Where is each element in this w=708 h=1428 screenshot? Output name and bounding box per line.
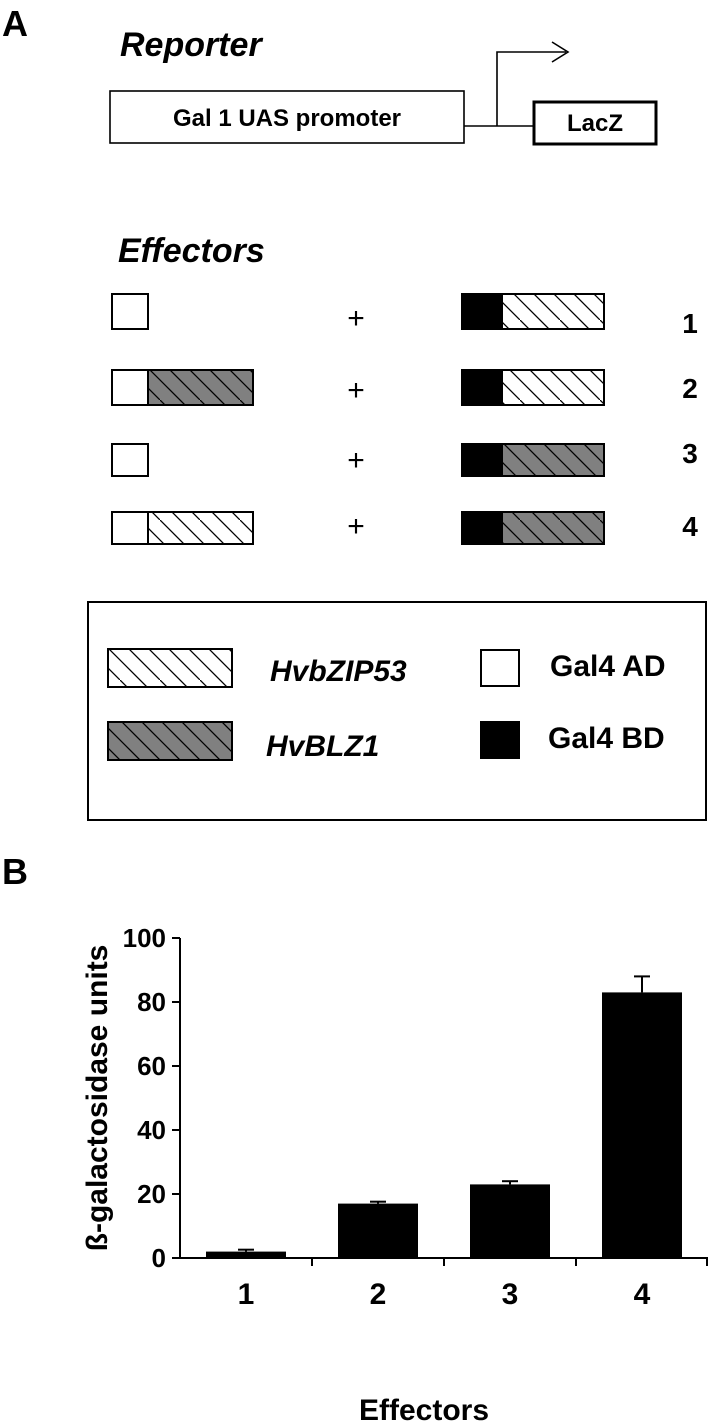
y-axis-label: ß-galactosidase units <box>81 945 114 1252</box>
transcription-start-arrow <box>496 51 566 126</box>
effector-row-4: + 4 <box>111 510 698 545</box>
plus-sign: + <box>347 374 365 407</box>
hvbzip53-segment <box>147 511 254 545</box>
bd-box <box>461 369 503 406</box>
effectors-heading: Effectors <box>118 232 265 270</box>
reporter-heading: Reporter <box>120 26 263 64</box>
bar-1 <box>206 1251 286 1258</box>
row-number: 2 <box>682 373 698 404</box>
x-ticks: 1 2 3 4 <box>238 1258 708 1311</box>
y-tick-label: 60 <box>137 1051 166 1081</box>
ad-box <box>111 293 149 330</box>
plus-sign: + <box>347 444 365 477</box>
gal4-ad-legend-label: Gal4 AD <box>550 650 666 683</box>
hvbzip53-segment <box>501 293 605 330</box>
promoter-label: Gal 1 UAS promoter <box>173 105 401 132</box>
gal4-bd-legend-label: Gal4 BD <box>548 722 665 755</box>
lacz-label: LacZ <box>567 110 623 137</box>
hvblz1-swatch <box>107 721 233 761</box>
x-axis-label: Effectors <box>359 1394 489 1427</box>
reporter-construct: Gal 1 UAS promoter LacZ <box>109 41 658 146</box>
panel-a-label: A <box>2 3 28 44</box>
hvblz1-legend-label: HvBLZ1 <box>266 730 379 763</box>
bar-3 <box>470 1184 550 1258</box>
ad-box <box>111 369 149 406</box>
panel-b-label: B <box>2 851 28 892</box>
y-ticks: 0 20 40 60 80 100 <box>123 923 180 1273</box>
effector-row-2: + 2 <box>111 369 698 407</box>
effector-row-1: + 1 <box>111 293 698 339</box>
bars <box>206 975 682 1258</box>
ad-box <box>111 443 149 477</box>
bd-box <box>461 293 503 330</box>
arrow-head <box>551 41 570 63</box>
hvbzip53-legend-label: HvbZIP53 <box>270 655 407 688</box>
legend-frame <box>87 601 707 821</box>
effector-row-3: + 3 <box>111 438 698 477</box>
x-tick-label: 3 <box>502 1278 519 1311</box>
promoter-box <box>109 90 465 144</box>
bar-2 <box>338 1203 418 1258</box>
x-tick-label: 2 <box>370 1278 387 1311</box>
y-tick-label: 80 <box>137 987 166 1017</box>
hvblz1-segment <box>501 511 605 545</box>
y-tick-label: 20 <box>137 1179 166 1209</box>
lacz-box <box>532 100 658 146</box>
y-tick-label: 0 <box>152 1243 166 1273</box>
legend: HvbZIP53 HvBLZ1 Gal4 AD Gal4 BD <box>87 601 707 821</box>
hvbzip53-segment <box>501 369 605 406</box>
hvbzip53-swatch <box>107 648 233 688</box>
plus-sign: + <box>347 302 365 335</box>
hvblz1-segment <box>501 443 605 477</box>
row-number: 4 <box>682 511 698 542</box>
plus-sign: + <box>347 510 365 543</box>
y-tick-label: 40 <box>137 1115 166 1145</box>
gal4-bd-swatch <box>480 721 520 759</box>
bar-4 <box>602 992 682 1258</box>
row-number: 1 <box>682 308 698 339</box>
bd-box <box>461 511 503 545</box>
x-tick-label: 1 <box>238 1278 255 1311</box>
gal4-ad-swatch <box>480 649 520 687</box>
row-number: 3 <box>682 438 698 469</box>
y-tick-label: 100 <box>123 923 166 953</box>
x-tick-label: 4 <box>634 1278 651 1311</box>
ad-box <box>111 511 149 545</box>
hvblz1-segment <box>147 369 254 406</box>
bd-box <box>461 443 503 477</box>
